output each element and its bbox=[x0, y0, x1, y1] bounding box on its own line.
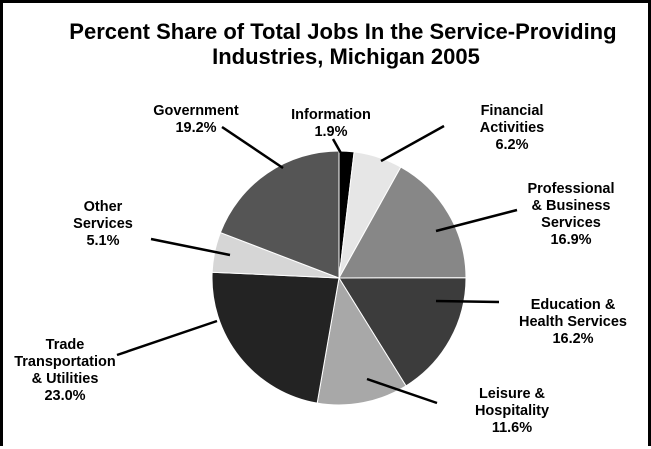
pie-chart: Percent Share of Total Jobs In the Servi… bbox=[14, 19, 627, 436]
pie-slice-government bbox=[219, 150, 340, 279]
chart-title: Percent Share of Total Jobs In the Servi… bbox=[69, 19, 622, 69]
slice-label-information: Information 1.9% bbox=[291, 107, 371, 140]
slice-label-professional-business-services: Professional & Business Services 16.9% bbox=[527, 181, 614, 248]
slice-label-financial-activities-line-1: Financial bbox=[481, 103, 544, 119]
leader-line-professional-business-services bbox=[435, 208, 518, 233]
slice-label-trade-transportation-utilities-line-4: 23.0% bbox=[44, 388, 85, 404]
pie-slice-trade-transportation-utilities bbox=[211, 271, 340, 404]
slice-label-education-health-services-line-3: 16.2% bbox=[552, 331, 593, 347]
slice-label-professional-business-services-line-3: Services bbox=[541, 215, 601, 231]
slice-label-trade-transportation-utilities: Trade Transportation & Utilities 23.0% bbox=[14, 337, 116, 404]
slice-label-government-line-1: Government bbox=[153, 103, 239, 119]
slice-label-trade-transportation-utilities-line-2: Transportation bbox=[14, 354, 116, 370]
leader-line-other-services bbox=[150, 237, 231, 257]
slice-label-financial-activities: Financial Activities 6.2% bbox=[480, 103, 544, 153]
leader-line-information bbox=[331, 138, 344, 156]
slice-label-education-health-services-line-2: Health Services bbox=[519, 314, 627, 330]
slice-label-leisure-hospitality-line-3: 11.6% bbox=[492, 420, 532, 436]
leader-line-education-health-services bbox=[435, 299, 500, 304]
slice-label-professional-business-services-line-2: & Business bbox=[532, 198, 611, 214]
slice-label-information-line-1: Information bbox=[291, 107, 371, 123]
chart-title-line-2: Industries, Michigan 2005 bbox=[212, 44, 480, 69]
slice-label-trade-transportation-utilities-line-3: & Utilities bbox=[32, 371, 99, 387]
slice-label-education-health-services-line-1: Education & bbox=[531, 297, 616, 313]
slice-label-other-services-line-1: Other bbox=[84, 199, 123, 215]
slice-label-education-health-services: Education & Health Services 16.2% bbox=[519, 297, 627, 347]
leader-line-trade-transportation-utilities bbox=[116, 319, 218, 357]
slice-label-information-line-2: 1.9% bbox=[314, 124, 347, 140]
slice-label-professional-business-services-line-4: 16.9% bbox=[550, 232, 591, 248]
leader-line-leisure-hospitality bbox=[366, 377, 438, 405]
slice-label-other-services-line-2: Services bbox=[73, 216, 133, 232]
chart-title-line-1: Percent Share of Total Jobs In the Servi… bbox=[69, 19, 616, 44]
pie-slices bbox=[211, 150, 467, 406]
slice-label-financial-activities-line-2: Activities bbox=[480, 120, 544, 136]
slice-labels: Information 1.9% Financial Activities 6.2% Pr… bbox=[14, 103, 627, 436]
slice-label-other-services-line-3: 5.1% bbox=[86, 233, 119, 249]
leader-line-government bbox=[221, 125, 284, 170]
slice-label-government-line-2: 19.2% bbox=[175, 120, 216, 136]
pie-slice-leisure-hospitality bbox=[316, 276, 407, 406]
slice-label-leisure-hospitality: Leisure & Hospitality 11.6% bbox=[475, 386, 549, 436]
slice-label-other-services: Other Services 5.1% bbox=[73, 199, 133, 249]
slice-label-financial-activities-line-3: 6.2% bbox=[495, 137, 528, 153]
slice-label-government: Government 19.2% bbox=[153, 103, 239, 136]
slice-label-leisure-hospitality-line-2: Hospitality bbox=[475, 403, 549, 419]
slice-label-trade-transportation-utilities-line-1: Trade bbox=[46, 337, 85, 353]
slice-label-professional-business-services-line-1: Professional bbox=[527, 181, 614, 197]
leader-lines bbox=[116, 124, 518, 405]
pie-slice-professional-business-services bbox=[338, 166, 467, 279]
slice-label-leisure-hospitality-line-1: Leisure & bbox=[479, 386, 546, 402]
leader-line-financial-activities bbox=[380, 124, 445, 163]
pie-slice-education-health-services bbox=[338, 277, 467, 387]
